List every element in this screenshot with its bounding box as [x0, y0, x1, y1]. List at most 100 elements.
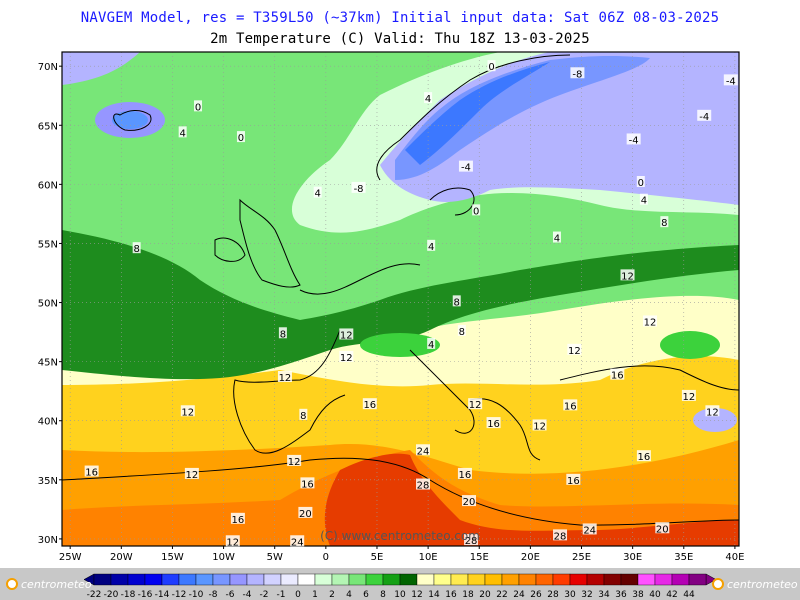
contour-label: 4: [554, 234, 560, 245]
contour-label-bg: [287, 454, 302, 466]
contour-label: 8: [454, 297, 460, 308]
lon-tick-label: 0: [323, 552, 329, 563]
contour-label-bg: [84, 465, 99, 477]
legend-swatch: [671, 573, 690, 586]
legend-label: -8: [209, 590, 218, 600]
contour-label-bg: [180, 405, 195, 417]
legend-swatch: [263, 573, 282, 586]
contour-label: 0: [473, 206, 479, 217]
contour-label-bg: [643, 315, 658, 327]
legend-label: 10: [394, 590, 406, 600]
contour-label: 20: [299, 509, 312, 520]
legend-label: -18: [121, 590, 136, 600]
contour-label: 12: [644, 317, 657, 328]
lat-tick-label: 35N: [38, 476, 58, 487]
contour-label-bg: [626, 133, 641, 145]
legend-swatch: [314, 573, 333, 586]
contour-label-bg: [620, 269, 635, 281]
contour-label-bg: [277, 371, 292, 382]
legend-label: -6: [226, 590, 235, 600]
contour-label: -4: [461, 163, 471, 174]
legend-label: -4: [243, 590, 252, 600]
contour-label: 0: [238, 133, 244, 144]
contour-label-bg: [132, 242, 141, 254]
contour-label: 12: [683, 392, 696, 403]
legend-swatch: [195, 573, 214, 586]
contour-label-bg: [178, 126, 187, 138]
temperature-field: [62, 52, 739, 546]
lon-tick-label: 5E: [371, 552, 384, 563]
contour-label-bg: [236, 131, 245, 143]
contour-label-bg: [486, 417, 501, 429]
legend-swatch: [297, 573, 316, 586]
contour-label: 12: [621, 271, 634, 282]
legend-swatch: [382, 573, 401, 586]
legend-swatch: [688, 573, 707, 586]
legend-label: 24: [513, 590, 525, 600]
legend-label: 34: [598, 590, 610, 600]
lon-tick-label: 5W: [267, 552, 283, 563]
logo-icon: [712, 578, 724, 590]
contour-label-bg: [458, 160, 473, 172]
contour-label-bg: [639, 193, 648, 205]
legend-label: -22: [87, 590, 102, 600]
legend-label: -20: [104, 590, 119, 600]
lat-tick-label: 55N: [38, 239, 58, 250]
contour-label-bg: [636, 176, 645, 187]
contour-label-bg: [552, 231, 561, 243]
contour-label: 28: [554, 531, 567, 542]
contour-label-bg: [655, 522, 670, 534]
contour-label: 4: [314, 189, 320, 200]
contour-label: -4: [699, 112, 709, 123]
longitude-axis: 25W 20W 15W 10W 5W 0 5E 10E 15E 20E 25E 30E 35E 40E: [59, 546, 744, 563]
legend-label: 8: [380, 590, 386, 600]
contour-label-bg: [415, 444, 430, 456]
contour-label: 16: [567, 476, 580, 487]
legend-swatch: [467, 573, 486, 586]
contour-label-bg: [362, 398, 377, 410]
contour-label-bg: [457, 467, 472, 479]
legend-label: 6: [363, 590, 369, 600]
contour-label: 8: [661, 218, 667, 229]
lon-tick-label: 10E: [419, 552, 438, 563]
legend-label: 20: [479, 590, 491, 600]
field-greenland: [62, 52, 140, 85]
lat-tick-label: 30N: [38, 535, 58, 546]
contour-label: 12: [568, 346, 581, 357]
contour-label-bg: [563, 399, 578, 411]
contour-label: -4: [629, 135, 639, 146]
contour-label: 16: [232, 515, 245, 526]
contour-label-bg: [300, 477, 315, 489]
field-darkgreen: [62, 230, 739, 380]
contour-label: 8: [459, 327, 465, 338]
contour-label-bg: [636, 450, 651, 462]
contour-label-bg: [660, 216, 669, 228]
lon-tick-label: 10W: [212, 552, 235, 563]
latitude-axis: 70N 65N 60N 55N 50N 45N 40N 35N 30N: [38, 62, 62, 546]
legend-swatch: [93, 573, 112, 586]
legend-label: 44: [683, 590, 695, 600]
contour-label: 0: [488, 62, 494, 73]
contour-label-bg: [723, 74, 738, 86]
contour-label: -8: [572, 69, 582, 80]
logo-text: centrometeo: [21, 577, 92, 591]
contour-label-bg: [415, 478, 430, 490]
contour-label-bg: [532, 419, 547, 431]
contour-label: 16: [564, 401, 577, 412]
legend-swatch: [110, 573, 129, 586]
legend-swatch: [518, 573, 537, 586]
lon-tick-label: 20W: [110, 552, 133, 563]
contour-label-bg: [424, 92, 433, 104]
contour-label-bg: [553, 529, 568, 541]
field-blue: [395, 55, 650, 181]
contour-label-bg: [452, 295, 461, 307]
contour-label: 24: [291, 537, 304, 548]
contour-label-bg: [351, 181, 366, 193]
contour-label: 24: [417, 446, 430, 457]
legend-label: 2: [329, 590, 335, 600]
watermark-text: (C) www.centrometeo.com: [320, 529, 480, 543]
contour-label-bg: [194, 100, 203, 112]
contour-label-bg: [462, 495, 477, 507]
legend-label: 40: [649, 590, 661, 600]
contour-label-bg: [299, 408, 308, 420]
